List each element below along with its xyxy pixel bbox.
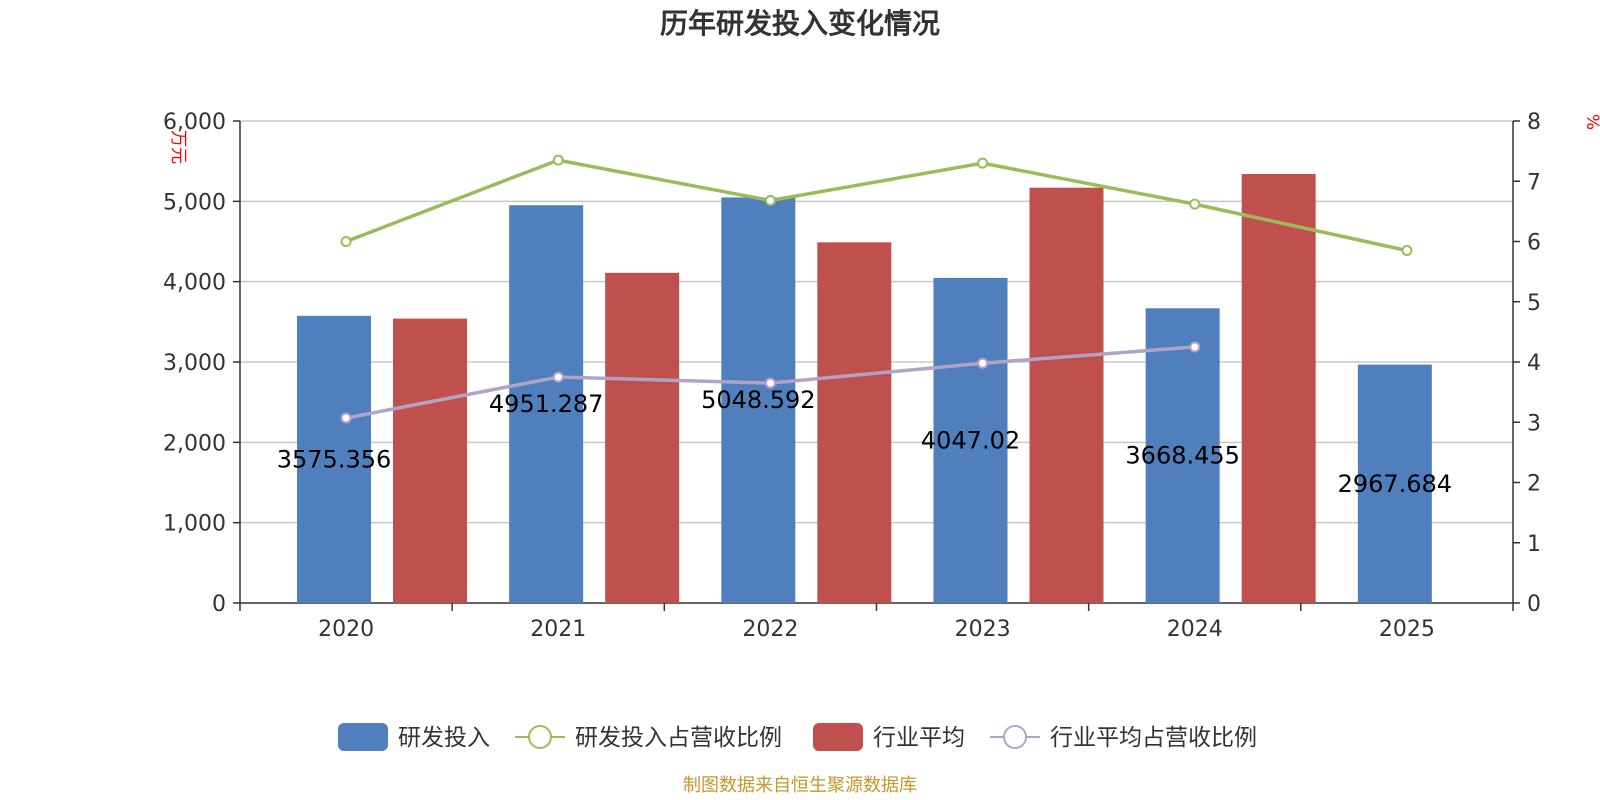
y-right-tick-label: 3 bbox=[1527, 411, 1541, 436]
legend-label: 研发投入 bbox=[398, 725, 490, 751]
bar-industry bbox=[1029, 187, 1104, 603]
legend-swatch-bar bbox=[338, 723, 388, 751]
line-point bbox=[977, 357, 989, 369]
y-right-unit: % bbox=[1582, 114, 1600, 130]
axes: 0 1,000 2,000 3,000 4,000 5,000 6,000 0 1 2 3 4 5 6 7 8… bbox=[163, 110, 1541, 642]
line-rd-ratio bbox=[345, 158, 1408, 253]
bar-rd bbox=[933, 277, 1008, 603]
bar-rd bbox=[509, 205, 584, 603]
bar-industry bbox=[817, 242, 892, 603]
bar-value-label: 4047.02 bbox=[921, 426, 1020, 454]
line-point bbox=[340, 412, 352, 424]
lines bbox=[340, 154, 1413, 424]
y-left-tick-label: 5,000 bbox=[163, 190, 226, 215]
x-tick-label: 2021 bbox=[530, 617, 586, 642]
y-left-tick-label: 3,000 bbox=[163, 351, 226, 376]
bar-rd bbox=[1145, 308, 1220, 603]
line-point bbox=[1401, 245, 1413, 257]
line-point bbox=[340, 236, 352, 247]
x-tick-label: 2022 bbox=[742, 617, 798, 642]
line-point bbox=[1189, 341, 1201, 353]
legend-swatch-marker bbox=[528, 725, 552, 749]
y-right-tick-label: 8 bbox=[1527, 110, 1541, 135]
legend-label: 研发投入占营收比例 bbox=[575, 725, 782, 751]
bar-rd bbox=[721, 197, 796, 603]
x-tick-label: 2020 bbox=[318, 617, 374, 642]
y-left-unit: 万元 bbox=[168, 130, 188, 164]
y-right-tick-label: 1 bbox=[1527, 532, 1541, 557]
bar-industry bbox=[605, 272, 680, 603]
bar-rd bbox=[1357, 364, 1432, 603]
line-point bbox=[977, 157, 989, 169]
line-point bbox=[552, 154, 564, 166]
y-left-tick-label: 0 bbox=[212, 592, 226, 617]
bar-value-label: 4951.287 bbox=[489, 390, 604, 418]
bar-value-label: 2967.684 bbox=[1338, 470, 1453, 498]
legend-swatch-marker bbox=[1003, 725, 1027, 749]
bar-industry bbox=[393, 318, 467, 603]
x-tick-label: 2024 bbox=[1167, 617, 1223, 642]
y-right-tick-label: 4 bbox=[1527, 351, 1541, 376]
y-right-tick-label: 6 bbox=[1527, 231, 1541, 256]
y-right-tick-label: 0 bbox=[1527, 592, 1541, 617]
legend-swatch-bar bbox=[813, 723, 863, 751]
source-note: 制图数据来自恒生聚源数据库 bbox=[683, 775, 917, 796]
y-left-tick-label: 6,000 bbox=[163, 110, 226, 135]
bar-value-label: 3575.356 bbox=[277, 445, 392, 473]
bar-value-label: 3668.455 bbox=[1125, 442, 1240, 470]
bars bbox=[297, 174, 1432, 603]
y-left-tick-label: 1,000 bbox=[163, 512, 226, 537]
bar-industry bbox=[1241, 174, 1316, 603]
line-point bbox=[1189, 198, 1201, 210]
line-point bbox=[552, 371, 564, 383]
x-tick-label: 2023 bbox=[955, 617, 1011, 642]
line-point bbox=[764, 195, 776, 207]
y-right-tick-label: 2 bbox=[1527, 472, 1541, 497]
x-tick-label: 2025 bbox=[1379, 617, 1435, 642]
y-left-tick-label: 2,000 bbox=[163, 431, 226, 456]
line-point bbox=[764, 377, 776, 389]
bar-labels: 3575.356 4951.287 5048.592 4047.02 3668.455 2… bbox=[277, 386, 1452, 498]
y-right-tick-label: 7 bbox=[1527, 170, 1541, 195]
legend: 研发投入 研发投入占营收比例 行业平均 行业平均占营收比例 bbox=[338, 723, 1257, 751]
bar-rd bbox=[297, 315, 371, 603]
legend-label: 行业平均占营收比例 bbox=[1050, 725, 1257, 751]
y-left-tick-label: 4,000 bbox=[163, 271, 226, 296]
legend-label: 行业平均 bbox=[873, 725, 965, 751]
chart-title: 历年研发投入变化情况 bbox=[660, 7, 940, 40]
y-right-tick-label: 5 bbox=[1527, 291, 1541, 316]
bar-value-label: 5048.592 bbox=[701, 386, 816, 414]
